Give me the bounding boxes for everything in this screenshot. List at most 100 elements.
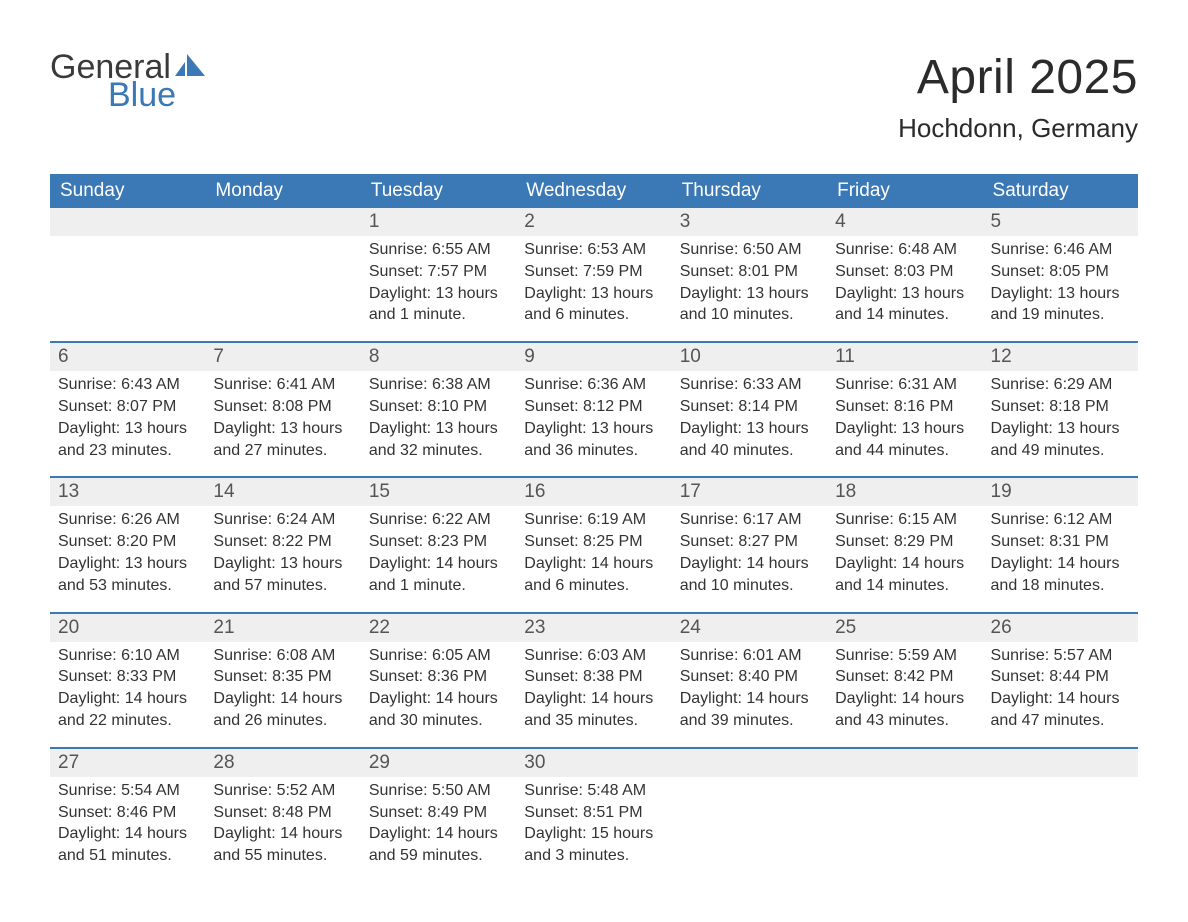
day-number: 5 — [983, 208, 1138, 236]
day-number: 18 — [827, 478, 982, 506]
day-sunrise: Sunrise: 6:22 AM — [369, 510, 508, 531]
day-sunrise: Sunrise: 6:08 AM — [213, 646, 352, 667]
day-body: Sunrise: 6:36 AMSunset: 8:12 PMDaylight:… — [516, 371, 671, 476]
weekday-header: Tuesday — [361, 174, 516, 208]
day-sunrise: Sunrise: 5:48 AM — [524, 781, 663, 802]
day-body: Sunrise: 6:10 AMSunset: 8:33 PMDaylight:… — [50, 642, 205, 747]
day-daylight1: Daylight: 15 hours — [524, 824, 663, 845]
day-sunrise: Sunrise: 5:50 AM — [369, 781, 508, 802]
day-body: Sunrise: 6:33 AMSunset: 8:14 PMDaylight:… — [672, 371, 827, 476]
day-cell: 19Sunrise: 6:12 AMSunset: 8:31 PMDayligh… — [983, 478, 1138, 611]
day-sunset: Sunset: 7:59 PM — [524, 262, 663, 283]
day-sunset: Sunset: 8:38 PM — [524, 667, 663, 688]
day-daylight1: Daylight: 13 hours — [213, 554, 352, 575]
day-sunrise: Sunrise: 6:46 AM — [991, 240, 1130, 261]
day-cell: 21Sunrise: 6:08 AMSunset: 8:35 PMDayligh… — [205, 614, 360, 747]
day-daylight2: and 43 minutes. — [835, 711, 974, 732]
day-body: Sunrise: 6:03 AMSunset: 8:38 PMDaylight:… — [516, 642, 671, 747]
day-daylight1: Daylight: 13 hours — [835, 419, 974, 440]
day-cell: 27Sunrise: 5:54 AMSunset: 8:46 PMDayligh… — [50, 749, 205, 882]
day-cell: 16Sunrise: 6:19 AMSunset: 8:25 PMDayligh… — [516, 478, 671, 611]
day-daylight2: and 6 minutes. — [524, 576, 663, 597]
day-cell: 29Sunrise: 5:50 AMSunset: 8:49 PMDayligh… — [361, 749, 516, 882]
day-daylight2: and 36 minutes. — [524, 441, 663, 462]
day-cell: 1Sunrise: 6:55 AMSunset: 7:57 PMDaylight… — [361, 208, 516, 341]
day-daylight2: and 27 minutes. — [213, 441, 352, 462]
brand-word-2: Blue — [108, 78, 205, 112]
day-body: Sunrise: 6:31 AMSunset: 8:16 PMDaylight:… — [827, 371, 982, 476]
day-number: 14 — [205, 478, 360, 506]
day-cell: 20Sunrise: 6:10 AMSunset: 8:33 PMDayligh… — [50, 614, 205, 747]
day-daylight2: and 57 minutes. — [213, 576, 352, 597]
day-daylight1: Daylight: 14 hours — [524, 554, 663, 575]
day-sunset: Sunset: 8:42 PM — [835, 667, 974, 688]
day-body: Sunrise: 6:17 AMSunset: 8:27 PMDaylight:… — [672, 506, 827, 611]
day-cell: 30Sunrise: 5:48 AMSunset: 8:51 PMDayligh… — [516, 749, 671, 882]
day-body: Sunrise: 6:46 AMSunset: 8:05 PMDaylight:… — [983, 236, 1138, 341]
day-body — [827, 777, 982, 796]
day-daylight1: Daylight: 14 hours — [58, 824, 197, 845]
weekday-header: Sunday — [50, 174, 205, 208]
day-daylight2: and 59 minutes. — [369, 846, 508, 867]
day-body: Sunrise: 6:29 AMSunset: 8:18 PMDaylight:… — [983, 371, 1138, 476]
day-daylight2: and 53 minutes. — [58, 576, 197, 597]
day-daylight1: Daylight: 13 hours — [524, 419, 663, 440]
day-sunrise: Sunrise: 6:29 AM — [991, 375, 1130, 396]
weeks-container: 1Sunrise: 6:55 AMSunset: 7:57 PMDaylight… — [50, 208, 1138, 882]
day-body: Sunrise: 6:41 AMSunset: 8:08 PMDaylight:… — [205, 371, 360, 476]
day-daylight1: Daylight: 13 hours — [991, 419, 1130, 440]
day-number: 15 — [361, 478, 516, 506]
day-number — [50, 208, 205, 236]
weekday-header: Thursday — [672, 174, 827, 208]
day-cell — [983, 749, 1138, 882]
day-sunset: Sunset: 8:03 PM — [835, 262, 974, 283]
day-daylight2: and 3 minutes. — [524, 846, 663, 867]
day-number: 3 — [672, 208, 827, 236]
day-sunset: Sunset: 8:40 PM — [680, 667, 819, 688]
day-sunrise: Sunrise: 6:41 AM — [213, 375, 352, 396]
day-sunset: Sunset: 8:33 PM — [58, 667, 197, 688]
day-cell: 3Sunrise: 6:50 AMSunset: 8:01 PMDaylight… — [672, 208, 827, 341]
day-body: Sunrise: 5:48 AMSunset: 8:51 PMDaylight:… — [516, 777, 671, 882]
day-body: Sunrise: 6:12 AMSunset: 8:31 PMDaylight:… — [983, 506, 1138, 611]
day-number: 17 — [672, 478, 827, 506]
day-daylight1: Daylight: 14 hours — [680, 554, 819, 575]
location: Hochdonn, Germany — [898, 113, 1138, 144]
day-daylight2: and 19 minutes. — [991, 305, 1130, 326]
day-daylight1: Daylight: 14 hours — [524, 689, 663, 710]
day-cell: 23Sunrise: 6:03 AMSunset: 8:38 PMDayligh… — [516, 614, 671, 747]
day-daylight1: Daylight: 14 hours — [213, 689, 352, 710]
day-sunrise: Sunrise: 6:38 AM — [369, 375, 508, 396]
day-sunrise: Sunrise: 5:59 AM — [835, 646, 974, 667]
day-body: Sunrise: 6:50 AMSunset: 8:01 PMDaylight:… — [672, 236, 827, 341]
day-sunrise: Sunrise: 6:19 AM — [524, 510, 663, 531]
day-sunrise: Sunrise: 6:48 AM — [835, 240, 974, 261]
brand-logo: General Blue — [50, 50, 205, 112]
day-cell: 7Sunrise: 6:41 AMSunset: 8:08 PMDaylight… — [205, 343, 360, 476]
day-daylight2: and 39 minutes. — [680, 711, 819, 732]
day-sunset: Sunset: 8:12 PM — [524, 397, 663, 418]
day-cell: 4Sunrise: 6:48 AMSunset: 8:03 PMDaylight… — [827, 208, 982, 341]
day-daylight2: and 44 minutes. — [835, 441, 974, 462]
day-sunset: Sunset: 8:07 PM — [58, 397, 197, 418]
day-cell — [50, 208, 205, 341]
day-daylight2: and 14 minutes. — [835, 305, 974, 326]
day-cell: 24Sunrise: 6:01 AMSunset: 8:40 PMDayligh… — [672, 614, 827, 747]
day-daylight1: Daylight: 13 hours — [680, 419, 819, 440]
day-body: Sunrise: 6:26 AMSunset: 8:20 PMDaylight:… — [50, 506, 205, 611]
day-number: 9 — [516, 343, 671, 371]
day-daylight2: and 18 minutes. — [991, 576, 1130, 597]
day-body: Sunrise: 5:59 AMSunset: 8:42 PMDaylight:… — [827, 642, 982, 747]
day-daylight2: and 10 minutes. — [680, 305, 819, 326]
day-sunrise: Sunrise: 6:55 AM — [369, 240, 508, 261]
day-cell — [205, 208, 360, 341]
day-daylight1: Daylight: 13 hours — [524, 284, 663, 305]
day-sunrise: Sunrise: 6:43 AM — [58, 375, 197, 396]
day-cell: 28Sunrise: 5:52 AMSunset: 8:48 PMDayligh… — [205, 749, 360, 882]
day-body — [50, 236, 205, 255]
day-number: 19 — [983, 478, 1138, 506]
day-number: 7 — [205, 343, 360, 371]
day-cell: 17Sunrise: 6:17 AMSunset: 8:27 PMDayligh… — [672, 478, 827, 611]
day-cell: 6Sunrise: 6:43 AMSunset: 8:07 PMDaylight… — [50, 343, 205, 476]
day-daylight2: and 32 minutes. — [369, 441, 508, 462]
